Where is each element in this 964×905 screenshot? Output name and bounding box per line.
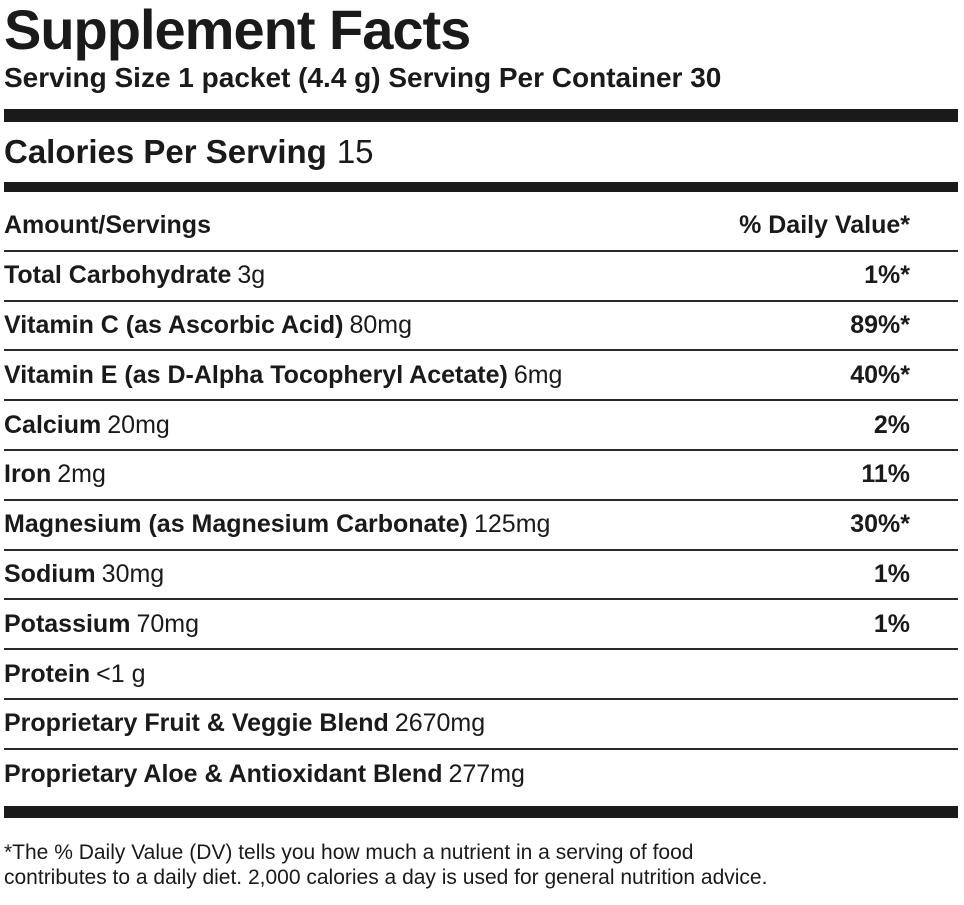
nutrient-daily-value: 40%* <box>850 360 910 389</box>
nutrient-label: Proprietary Aloe & Antioxidant Blend 277m… <box>4 760 525 789</box>
nutrient-amount: 125mg <box>473 510 551 539</box>
header-amount: Amount/Servings <box>4 211 211 240</box>
nutrient-name: Calcium <box>4 410 102 439</box>
nutrient-amount: 6mg <box>513 360 563 389</box>
nutrient-label: Iron 2mg <box>4 460 106 489</box>
calories-line: Calories Per Serving 15 <box>4 122 958 182</box>
calories-value: 15 <box>336 133 374 170</box>
nutrient-amount: 30mg <box>101 559 165 588</box>
nutrient-name: Protein <box>4 659 91 688</box>
nutrient-label: Sodium 30mg <box>4 560 164 589</box>
nutrient-label: Magnesium (as Magnesium Carbonate) 125mg <box>4 510 550 539</box>
table-row: Potassium 70mg 1% <box>4 600 958 651</box>
header-daily-value: % Daily Value* <box>739 211 910 240</box>
nutrient-amount: 20mg <box>107 410 170 439</box>
nutrient-name: Proprietary Aloe & Antioxidant Blend <box>4 760 443 789</box>
nutrient-amount: 80mg <box>349 310 412 339</box>
table-row: Proprietary Fruit & Veggie Blend 2670mg <box>4 700 958 750</box>
table-row: Vitamin E (as D-Alpha Tocopheryl Acetate… <box>4 351 958 402</box>
table-header-row: Amount/Servings % Daily Value* <box>4 202 958 252</box>
thick-divider-top <box>4 109 958 122</box>
nutrient-daily-value: 30%* <box>850 510 910 539</box>
table-row: Calcium 20mg 2% <box>4 401 958 451</box>
nutrient-label: Vitamin C (as Ascorbic Acid) 80mg <box>4 311 412 340</box>
footnote-line-2: contributes to a daily diet. 2,000 calor… <box>4 865 768 889</box>
nutrient-label: Proprietary Fruit & Veggie Blend 2670mg <box>4 709 485 738</box>
table-row: Proprietary Aloe & Antioxidant Blend 277m… <box>4 750 958 800</box>
nutrient-name: Vitamin E (as D-Alpha Tocopheryl Acetate… <box>4 360 508 389</box>
nutrient-daily-value: 1% <box>873 609 910 638</box>
table-row: Total Carbohydrate 3g 1%* <box>4 252 958 302</box>
nutrient-name: Potassium <box>4 609 131 638</box>
panel-title: Supplement Facts <box>4 0 471 61</box>
nutrient-name: Proprietary Fruit & Veggie Blend <box>4 709 389 738</box>
nutrient-amount: 277mg <box>448 760 525 789</box>
nutrient-daily-value: 11% <box>861 460 910 489</box>
table-row: Protein <1 g <box>4 650 958 700</box>
table-row: Sodium 30mg 1% <box>4 551 958 601</box>
nutrient-daily-value: 89%* <box>850 310 910 339</box>
nutrient-label: Vitamin E (as D-Alpha Tocopheryl Acetate… <box>4 361 562 390</box>
nutrient-amount: 2mg <box>57 460 106 489</box>
nutrient-daily-value: 1% <box>873 559 910 588</box>
nutrient-name: Total Carbohydrate <box>4 261 232 290</box>
footnote-line-1: *The % Daily Value (DV) tells you how mu… <box>4 840 694 864</box>
nutrient-name: Iron <box>4 460 52 489</box>
nutrient-table: Amount/Servings % Daily Value* Total Car… <box>4 202 958 800</box>
calories-label: Calories Per Serving <box>4 133 327 170</box>
nutrient-daily-value: 2% <box>873 410 910 439</box>
nutrient-daily-value: 1%* <box>864 261 910 290</box>
nutrient-label: Protein <1 g <box>4 660 145 689</box>
nutrient-name: Magnesium (as Magnesium Carbonate) <box>4 510 468 539</box>
nutrient-label: Calcium 20mg <box>4 411 170 440</box>
footnote: *The % Daily Value (DV) tells you how mu… <box>4 840 958 890</box>
table-row: Iron 2mg 11% <box>4 451 958 501</box>
table-row: Magnesium (as Magnesium Carbonate) 125mg 3… <box>4 501 958 551</box>
nutrient-name: Sodium <box>4 559 96 588</box>
table-row: Vitamin C (as Ascorbic Acid) 80mg 89%* <box>4 302 958 352</box>
nutrient-amount: 3g <box>237 261 266 290</box>
nutrient-name: Vitamin C (as Ascorbic Acid) <box>4 310 344 339</box>
thick-divider-bottom <box>4 805 958 818</box>
nutrient-label: Total Carbohydrate 3g <box>4 261 265 290</box>
serving-size-line: Serving Size 1 packet (4.4 g) Serving Pe… <box>4 62 722 93</box>
nutrient-amount: 2670mg <box>394 709 486 738</box>
nutrient-amount: <1 g <box>96 659 146 688</box>
nutrient-label: Potassium 70mg <box>4 610 199 639</box>
nutrient-amount: 70mg <box>136 609 199 638</box>
thick-divider-middle <box>4 182 958 192</box>
